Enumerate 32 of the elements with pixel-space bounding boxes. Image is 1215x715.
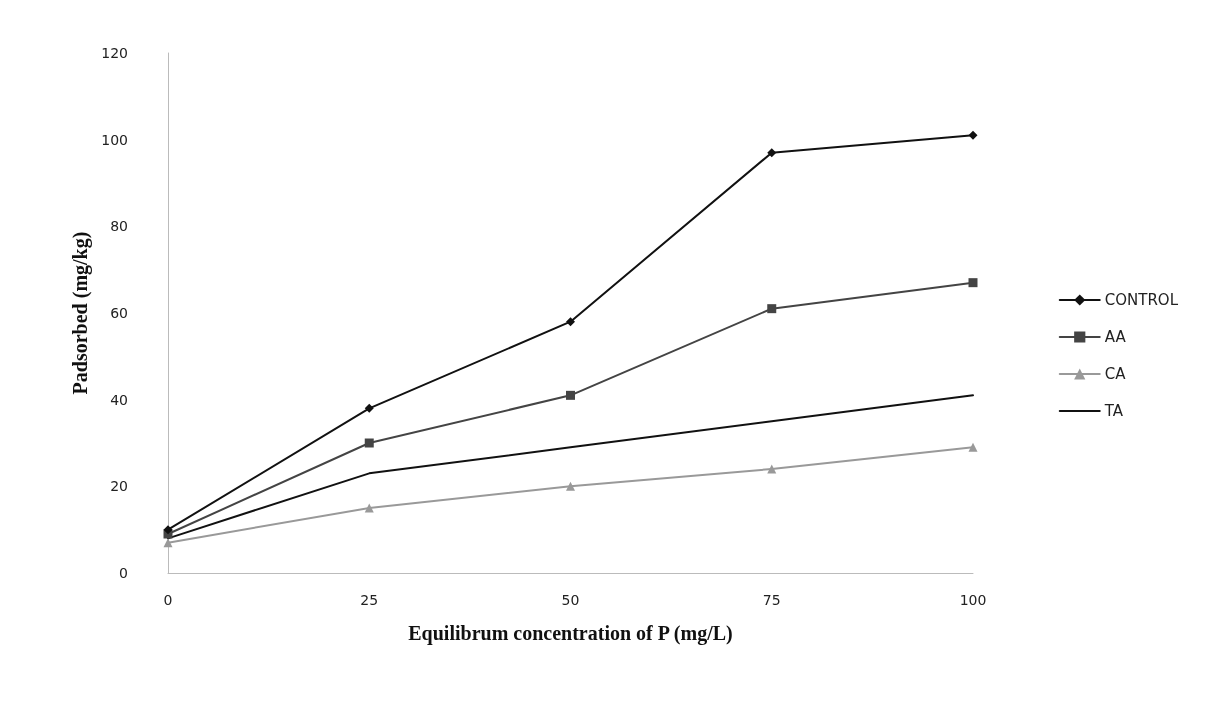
x-tick-label: 50: [561, 592, 580, 608]
point: [968, 130, 978, 140]
point: [566, 317, 575, 327]
point: [767, 464, 777, 474]
point: [968, 442, 978, 452]
y-tick-label: 40: [110, 391, 128, 408]
legend-label: CONTROL: [1104, 291, 1179, 309]
legend-label: CA: [1104, 365, 1127, 383]
x-tick-label: 100: [959, 592, 987, 608]
y-tick-label: 60: [110, 305, 128, 321]
y-axis-title: Padsorbed (mg/kg): [69, 231, 93, 395]
point: [163, 525, 173, 535]
y-tick-label: 80: [110, 218, 128, 235]
point: [364, 503, 374, 513]
x-tick-label: 0: [163, 592, 173, 608]
y-tick-label: 20: [110, 478, 128, 495]
x-axis-title: Equilibrum concentration of P (mg/L): [408, 622, 733, 645]
y-tick-label: 120: [101, 45, 128, 61]
y-tick-label: 0: [119, 565, 128, 581]
point: [364, 438, 374, 448]
point: [566, 390, 575, 400]
x-tick-label: 25: [360, 592, 379, 608]
x-tick-label: 75: [762, 592, 781, 608]
point: [767, 304, 777, 314]
point: [163, 538, 173, 548]
y-tick-label: 100: [101, 131, 128, 148]
point: [767, 148, 777, 158]
legend-label: AA: [1104, 328, 1127, 346]
point: [364, 403, 374, 413]
point: [566, 481, 575, 491]
legend-label: TA: [1103, 402, 1124, 420]
point: [968, 278, 978, 288]
